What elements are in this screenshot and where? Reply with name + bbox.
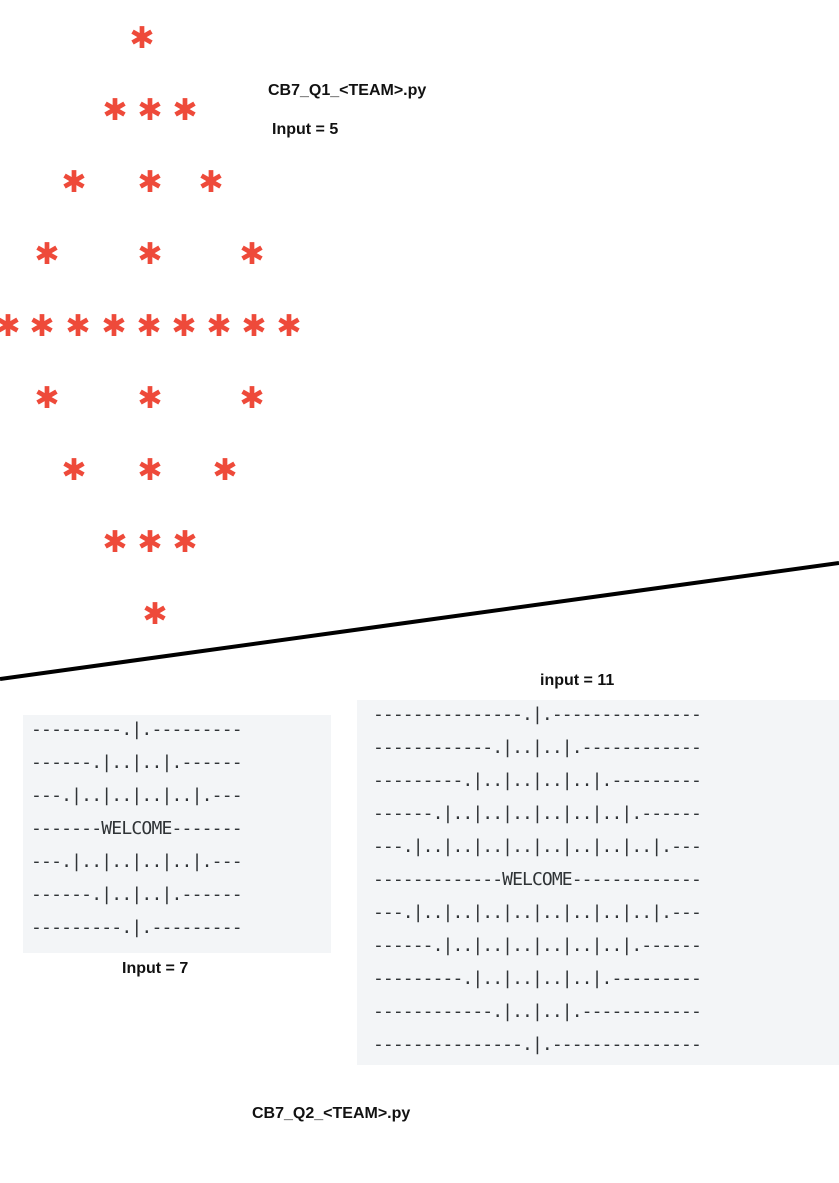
asterisk-icon: ✱ <box>101 309 127 344</box>
asterisk-icon: ✱ <box>212 453 238 488</box>
asterisk-icon: ✱ <box>206 309 232 344</box>
pattern-line: ---------------.|.--------------- <box>373 1034 702 1055</box>
asterisk-icon: ✱ <box>172 93 198 128</box>
asterisk-icon: ✱ <box>34 381 60 416</box>
pattern-line: ---.|..|..|..|..|.--- <box>31 785 243 806</box>
pattern-line: ------.|..|..|.------ <box>31 884 243 905</box>
asterisk-icon: ✱ <box>65 309 91 344</box>
asterisk-icon: ✱ <box>239 381 265 416</box>
pattern-line: ------.|..|..|..|..|..|..|.------ <box>373 935 702 956</box>
asterisk-icon: ✱ <box>34 237 60 272</box>
q1-filename: CB7_Q1_<TEAM>.py <box>268 82 427 99</box>
q2-large-input-label: input = 11 <box>540 672 615 689</box>
pattern-line: ---------------.|.--------------- <box>373 704 702 725</box>
pattern-line: -------------WELCOME------------- <box>373 869 702 890</box>
pattern-line: -------WELCOME------- <box>31 818 243 839</box>
pattern-line: ------------.|..|..|.------------ <box>373 1001 702 1022</box>
asterisk-icon: ✱ <box>102 525 128 560</box>
asterisk-icon: ✱ <box>137 453 163 488</box>
asterisk-icon: ✱ <box>61 165 87 200</box>
welcome-pattern-input-7: ---------.|.--------- ------.|..|..|.----… <box>23 715 331 953</box>
asterisk-icon: ✱ <box>171 309 197 344</box>
pattern-line: ------------.|..|..|.------------ <box>373 737 702 758</box>
asterisk-icon: ✱ <box>137 381 163 416</box>
pattern-line: ---------.|..|..|..|..|.--------- <box>373 770 702 791</box>
asterisk-icon: ✱ <box>137 93 163 128</box>
asterisk-icon: ✱ <box>129 21 155 56</box>
asterisk-icon: ✱ <box>29 309 55 344</box>
pattern-line: ------.|..|..|..|..|..|..|.------ <box>373 803 702 824</box>
welcome-pattern-input-11: ---------------.|.--------------- -------… <box>357 700 839 1065</box>
pattern-line: ---.|..|..|..|..|..|..|..|..|.--- <box>373 836 702 857</box>
q1-input-label: Input = 5 <box>272 121 339 138</box>
asterisk-icon: ✱ <box>172 525 198 560</box>
asterisk-icon: ✱ <box>198 165 224 200</box>
q2-small-input-label: Input = 7 <box>122 960 189 977</box>
asterisk-icon: ✱ <box>136 309 162 344</box>
asterisk-icon: ✱ <box>137 237 163 272</box>
asterisk-icon: ✱ <box>276 309 302 344</box>
asterisk-icon: ✱ <box>241 309 267 344</box>
asterisk-icon: ✱ <box>137 525 163 560</box>
pattern-line: ---------.|.--------- <box>31 917 243 938</box>
asterisk-icon: ✱ <box>239 237 265 272</box>
asterisk-icon: ✱ <box>137 165 163 200</box>
pattern-line: ---.|..|..|..|..|.--- <box>31 851 243 872</box>
asterisk-icon: ✱ <box>102 93 128 128</box>
asterisk-icon: ✱ <box>0 309 21 344</box>
pattern-line: ------.|..|..|.------ <box>31 752 243 773</box>
pattern-line: ---------.|..|..|..|..|.--------- <box>373 968 702 989</box>
asterisk-icon: ✱ <box>61 453 87 488</box>
pattern-line: ---.|..|..|..|..|..|..|..|..|.--- <box>373 902 702 923</box>
q2-filename: CB7_Q2_<TEAM>.py <box>252 1105 411 1122</box>
asterisk-icon: ✱ <box>142 597 168 632</box>
pattern-line: ---------.|.--------- <box>31 719 243 740</box>
